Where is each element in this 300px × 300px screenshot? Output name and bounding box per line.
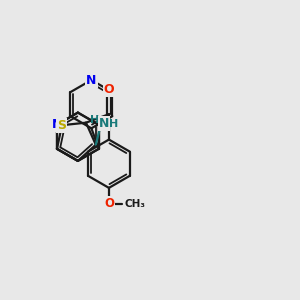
Text: H: H [90,115,99,125]
Text: O: O [104,197,114,210]
Text: H: H [109,118,118,128]
Text: N: N [86,74,97,86]
Text: N: N [52,118,62,131]
Text: CH₃: CH₃ [124,199,145,209]
Text: S: S [58,119,67,132]
Text: N: N [99,117,109,130]
Text: O: O [103,83,114,96]
